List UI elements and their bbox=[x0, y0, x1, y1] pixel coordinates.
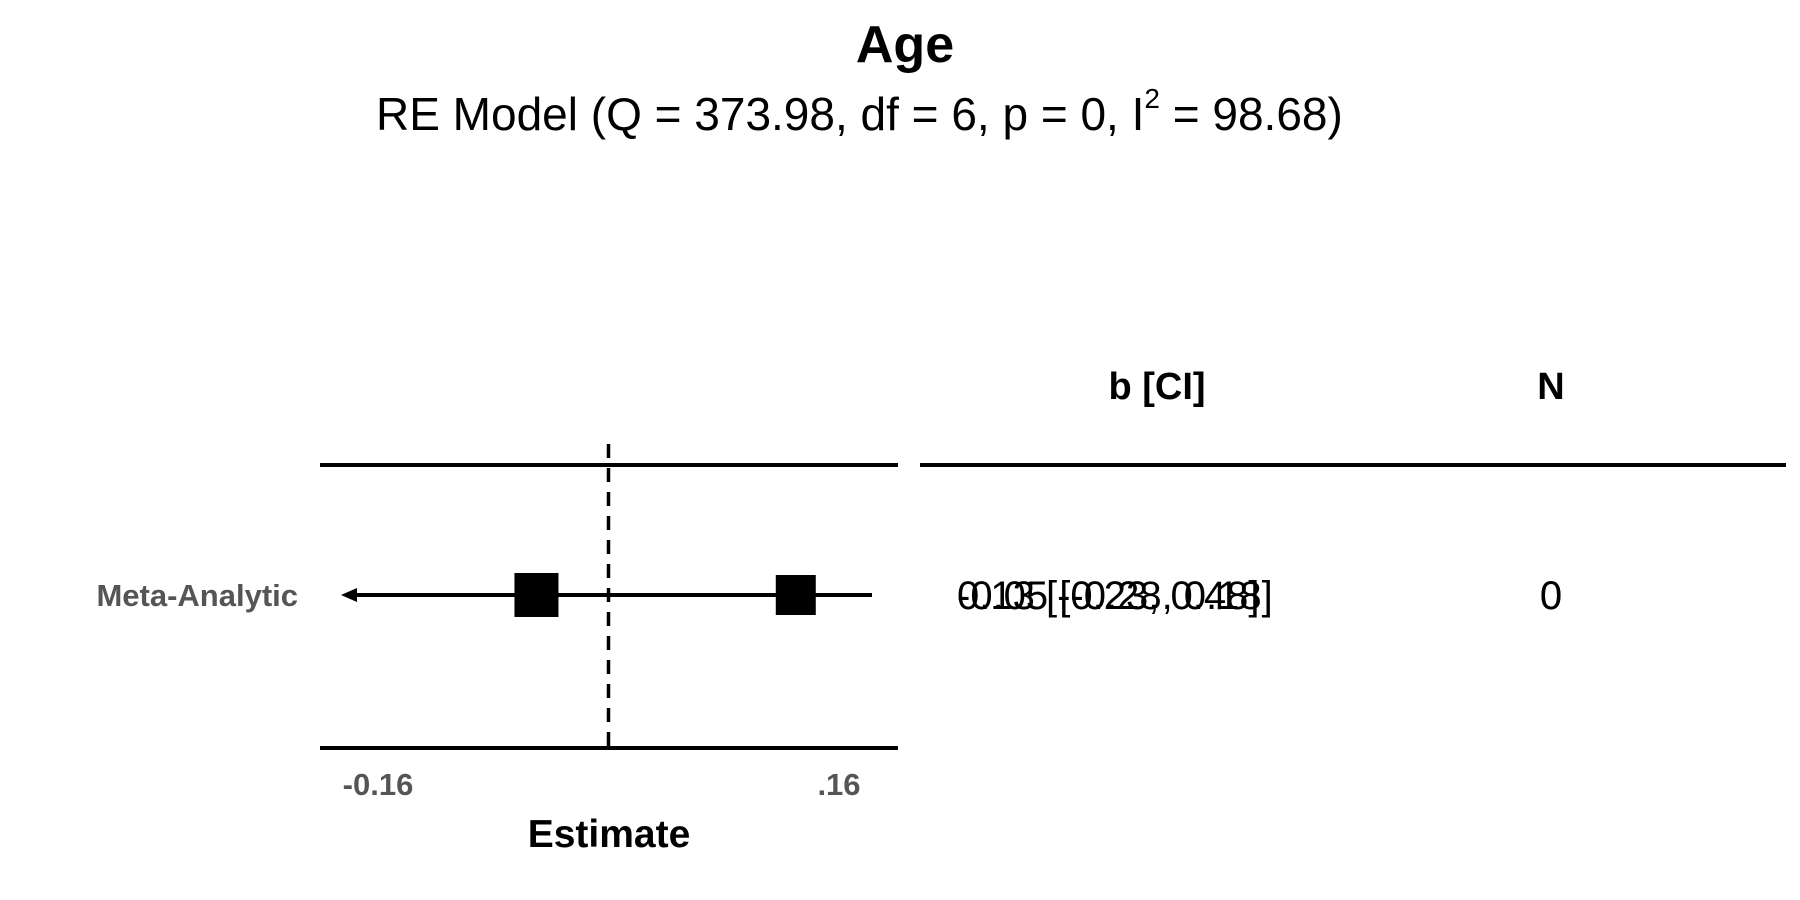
subtitle-suffix: = 98.68) bbox=[1160, 88, 1343, 140]
x-axis-title: Estimate bbox=[528, 813, 691, 856]
estimate-text-1: -0.05 [-0.28, 0.18] bbox=[957, 574, 1273, 618]
n-value-2: 0 bbox=[1540, 574, 1562, 618]
x-tick-label-2: .16 bbox=[817, 767, 860, 802]
x-tick-label-1: -0.16 bbox=[343, 767, 414, 802]
subtitle-superscript: 2 bbox=[1144, 83, 1160, 114]
row-label-meta-analytic: Meta-Analytic bbox=[96, 578, 298, 613]
estimate-text-2: 0.13 [-0.23, 0.48] bbox=[957, 574, 1259, 618]
chart-title: Age bbox=[856, 16, 954, 74]
n-value-1: 0 bbox=[1540, 574, 1562, 618]
plot-layer: -0.16 .16 bbox=[341, 444, 872, 802]
point-estimate-1 bbox=[514, 573, 559, 617]
chart-subtitle: RE Model (Q = 373.98, df = 6, p = 0, I2 … bbox=[376, 83, 1343, 140]
subtitle-prefix: RE Model (Q = 373.98, df = 6, p = 0, I bbox=[376, 88, 1144, 140]
point-estimate-2 bbox=[775, 575, 816, 615]
column-header-n: N bbox=[1537, 366, 1564, 408]
ci-arrow-left bbox=[341, 588, 357, 602]
column-header-b-ci: b [CI] bbox=[1108, 366, 1205, 408]
